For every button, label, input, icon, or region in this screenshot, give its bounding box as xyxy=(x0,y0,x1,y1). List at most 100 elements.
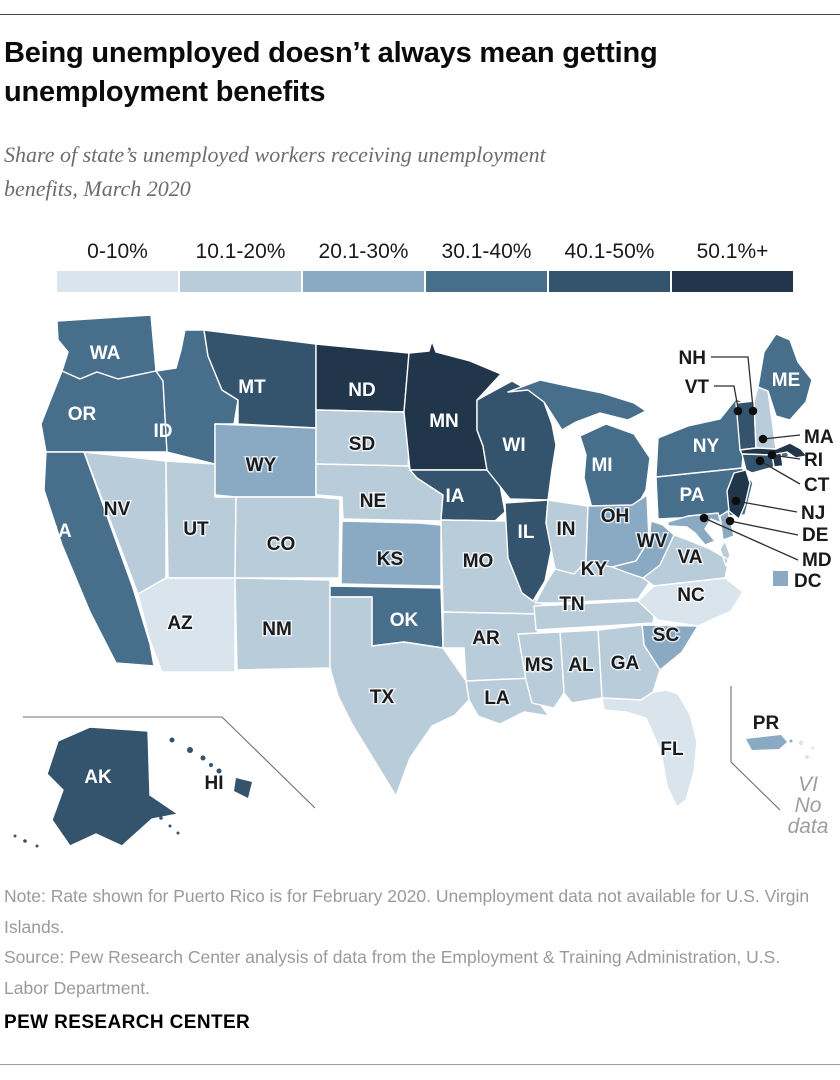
legend: 0-10% 10.1-20% 20.1-30% 30.1-40% 40.1-50% 50.… xyxy=(57,240,795,292)
note-text: Note: Rate shown for Puerto Rico is for … xyxy=(4,886,810,937)
chart-title: Being unemployed doesn’t always mean get… xyxy=(4,37,658,108)
callout-dot-ct xyxy=(755,456,765,466)
state-label-ms: MS xyxy=(525,655,554,676)
legend-label-1: 10.1-20% xyxy=(195,240,286,263)
state-label-co: CO xyxy=(267,534,296,555)
state-label-me: ME xyxy=(772,370,801,391)
hawaii-island xyxy=(169,737,175,743)
state-me xyxy=(757,333,813,421)
state-label-wy: WY xyxy=(246,455,277,476)
legend-label-3: 30.1-40% xyxy=(441,240,532,263)
aleutian-island xyxy=(176,831,180,835)
aleutian-island xyxy=(159,816,163,820)
state-label-al: AL xyxy=(568,655,594,676)
state-de xyxy=(719,510,735,541)
state-az xyxy=(137,577,236,673)
state-ak xyxy=(46,726,179,847)
legend-item-5: 50.1%+ xyxy=(672,240,793,292)
state-label-id: ID xyxy=(154,421,173,442)
state-label-ny: NY xyxy=(693,436,720,457)
callout-line-md xyxy=(703,517,799,561)
state-label-wi: WI xyxy=(502,435,525,456)
callout-line-vt xyxy=(714,385,739,409)
callout-line-nj xyxy=(735,500,798,513)
state-label-ne: NE xyxy=(360,491,386,512)
callout-line-ri xyxy=(771,454,801,460)
state-label-fl: FL xyxy=(660,739,684,760)
state-label-ak: AK xyxy=(84,767,112,788)
vi-no-data-line-0: No xyxy=(795,794,822,817)
state-label-nd: ND xyxy=(348,380,375,401)
legend-swatch-0 xyxy=(57,271,178,292)
vi-label: VI xyxy=(798,773,818,796)
state-label-nv: NV xyxy=(104,499,131,520)
state-label-ks: KS xyxy=(377,549,403,570)
state-label-ok: OK xyxy=(390,610,419,631)
state-label-pa: PA xyxy=(680,485,705,506)
bottom-divider xyxy=(0,1064,840,1065)
callout-line-nh xyxy=(711,356,754,409)
state-label-tx: TX xyxy=(370,687,395,708)
state-label-ca: CA xyxy=(44,521,72,542)
hawaii-island xyxy=(187,747,193,753)
callout-label-nh: NH xyxy=(679,348,706,369)
state-fl xyxy=(601,689,698,808)
legend-label-4: 40.1-50% xyxy=(564,240,655,263)
legend-item-4: 40.1-50% xyxy=(549,240,670,292)
state-label-nm: NM xyxy=(262,619,292,640)
dc-swatch xyxy=(773,571,788,586)
state-label-nc: NC xyxy=(677,585,705,606)
state-or xyxy=(40,370,168,453)
aleutian-island xyxy=(168,824,172,828)
hawaii-island xyxy=(200,755,206,761)
state-label-la: LA xyxy=(484,688,510,709)
state-label-az: AZ xyxy=(167,613,193,634)
state-label-oh: OH xyxy=(601,506,630,527)
state-pr xyxy=(746,735,787,750)
state-label-sd: SD xyxy=(349,434,375,455)
state-label-ar: AR xyxy=(472,628,500,649)
state-ca xyxy=(43,451,155,667)
hawaii-big-island xyxy=(234,778,252,798)
callout-line-ma xyxy=(762,434,801,440)
state-label-ky: KY xyxy=(581,559,608,580)
brand-footer: PEW RESEARCH CENTER xyxy=(4,1012,251,1033)
legend-label-2: 20.1-30% xyxy=(318,240,409,263)
state-label-pr: PR xyxy=(753,713,780,734)
state-label-or: OR xyxy=(68,404,97,425)
us-choropleth-map: WA OR CA NV ID MT WY UT CO AZ NM ND SD NE KS OK TX MN IA MO… xyxy=(13,314,834,848)
callout-dot-nh xyxy=(748,406,758,416)
hawaii-island xyxy=(209,763,213,767)
callout-dot-de xyxy=(725,516,735,526)
callout-label-ma: MA xyxy=(804,427,834,448)
dc-label: DC xyxy=(794,571,822,592)
legend-item-0: 0-10% xyxy=(57,240,178,292)
state-ks xyxy=(340,520,442,587)
top-divider xyxy=(0,14,840,15)
inset-divider-1 xyxy=(730,686,781,811)
legend-swatch-4 xyxy=(549,271,670,292)
aleutian-island xyxy=(35,844,39,848)
state-tx xyxy=(329,596,470,797)
callout-dot-nj xyxy=(731,496,741,506)
state-label-sc: SC xyxy=(653,625,680,646)
state-label-wv: WV xyxy=(637,531,668,552)
callout-dot-vt xyxy=(733,406,743,416)
state-label-wa: WA xyxy=(90,343,121,364)
callout-line-de xyxy=(729,520,799,536)
aleutian-island xyxy=(150,808,154,812)
callout-dot-md xyxy=(699,513,709,523)
legend-swatch-1 xyxy=(180,271,301,292)
state-co xyxy=(234,496,341,579)
callout-label-de: DE xyxy=(802,525,828,546)
vi-island xyxy=(805,755,809,759)
callout-dot-ri xyxy=(767,450,777,460)
legend-swatch-2 xyxy=(303,271,424,292)
callout-label-vt: VT xyxy=(685,377,710,398)
state-nj xyxy=(726,469,751,520)
state-label-ia: IA xyxy=(446,486,465,507)
state-nc xyxy=(637,577,744,627)
callout-line-ct xyxy=(759,460,801,485)
callout-label-nj: NJ xyxy=(801,503,825,524)
